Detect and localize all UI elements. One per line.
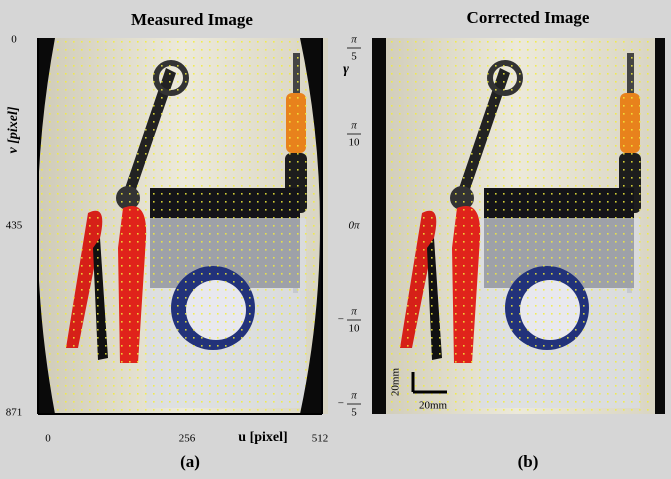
y-axis-label: v [pixel] bbox=[6, 106, 21, 153]
y2-tick-denominator: 10 bbox=[349, 323, 361, 335]
y-tick-label: 435 bbox=[6, 220, 23, 232]
x-tick-label: 0 bbox=[45, 433, 51, 445]
y-tick-label: 0 bbox=[11, 34, 17, 46]
panel-title: Measured Image bbox=[131, 10, 253, 29]
scale-bar-label: 20mm bbox=[390, 368, 402, 397]
corrected-image bbox=[372, 38, 665, 414]
y2-tick-numerator: π bbox=[351, 390, 357, 402]
y-tick-label: 871 bbox=[6, 407, 23, 419]
y2-tick-sign: − bbox=[338, 398, 344, 410]
y2-tick-label: 0π bbox=[348, 220, 360, 232]
x-axis-label: u [pixel] bbox=[238, 430, 287, 445]
panel-label: (b) bbox=[518, 452, 539, 471]
x-tick-label: 512 bbox=[312, 433, 329, 445]
y2-tick-numerator: π bbox=[351, 120, 357, 132]
x-tick-label: 256 bbox=[179, 433, 196, 445]
corrected-scene bbox=[372, 38, 662, 414]
y2-tick-denominator: 5 bbox=[351, 51, 357, 63]
panel-label: (a) bbox=[180, 452, 200, 471]
y2-tick-denominator: 10 bbox=[349, 137, 361, 149]
y2-axis-label: γ bbox=[343, 62, 349, 77]
y2-tick-numerator: π bbox=[351, 34, 357, 46]
y2-tick-numerator: π bbox=[351, 306, 357, 318]
scale-bar-label: 20mm bbox=[419, 400, 448, 412]
panel-title: Corrected Image bbox=[467, 8, 590, 27]
measured-image bbox=[38, 38, 329, 414]
y2-tick-denominator: 5 bbox=[351, 407, 357, 419]
y2-tick-sign: − bbox=[338, 314, 344, 326]
